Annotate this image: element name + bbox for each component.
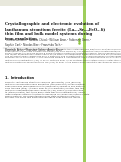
Text: Crystallographic and electronic evolution of
lanthanum strontium ferrite (La₀.₆S: Crystallographic and electronic evolutio… (5, 22, 105, 41)
FancyBboxPatch shape (83, 0, 86, 162)
Text: 1.  Introduction: 1. Introduction (5, 76, 34, 80)
Text: Thomas Deffere,¹ Nicolas Chiod,¹ William Aron,¹ Fabienne Genn,²
Sophie Carf,¹ Ni: Thomas Deffere,¹ Nicolas Chiod,¹ William… (5, 38, 91, 52)
Text: Recently, lanthanum strontium complex (perovskite) (iron (polaron)
materials as : Recently, lanthanum strontium complex (p… (5, 81, 89, 98)
Text: The study here presents to its methodology study with the crystallographic elect: The study here presents to its methodolo… (5, 49, 121, 63)
FancyBboxPatch shape (0, 0, 86, 6)
